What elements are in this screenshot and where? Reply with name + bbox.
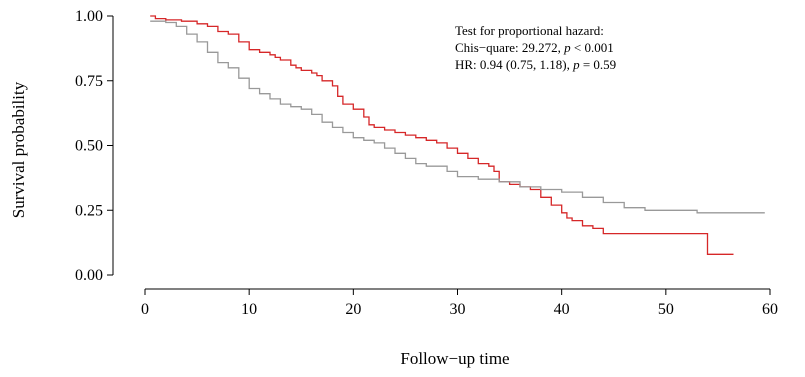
x-tick-label: 30 xyxy=(450,301,466,318)
annotation: Test for proportional hazard: Chis−quare… xyxy=(455,23,616,72)
x-tick-label: 60 xyxy=(762,301,778,318)
x-tick-label: 20 xyxy=(345,301,361,318)
series-layer xyxy=(150,15,765,255)
annotation-line-2: Chis−quare: 29.272, p < 0.001 xyxy=(455,40,614,55)
y-axis: 0.00 0.25 0.50 0.75 1.00 xyxy=(75,8,114,284)
annotation-line-1: Test for proportional hazard: xyxy=(455,23,604,38)
y-tick-label: 0.50 xyxy=(75,138,103,155)
x-tick-label: 40 xyxy=(554,301,570,318)
x-tick-label: 0 xyxy=(141,301,149,318)
y-tick-label: 1.00 xyxy=(75,8,103,25)
y-tick-label: 0.25 xyxy=(75,202,103,219)
x-tick-label: 50 xyxy=(658,301,674,318)
x-tick-label: 10 xyxy=(241,301,257,318)
y-axis-title: Survival probability xyxy=(9,81,28,218)
x-axis-title: Follow−up time xyxy=(400,349,509,368)
y-tick-label: 0.00 xyxy=(75,267,103,284)
survival-curve-1 xyxy=(150,15,734,255)
y-tick-label: 0.75 xyxy=(75,73,103,90)
x-axis: 0 10 20 30 40 50 60 xyxy=(141,288,778,318)
survival-curve-2 xyxy=(150,20,765,214)
annotation-line-3: HR: 0.94 (0.75, 1.18), p = 0.59 xyxy=(455,57,616,72)
